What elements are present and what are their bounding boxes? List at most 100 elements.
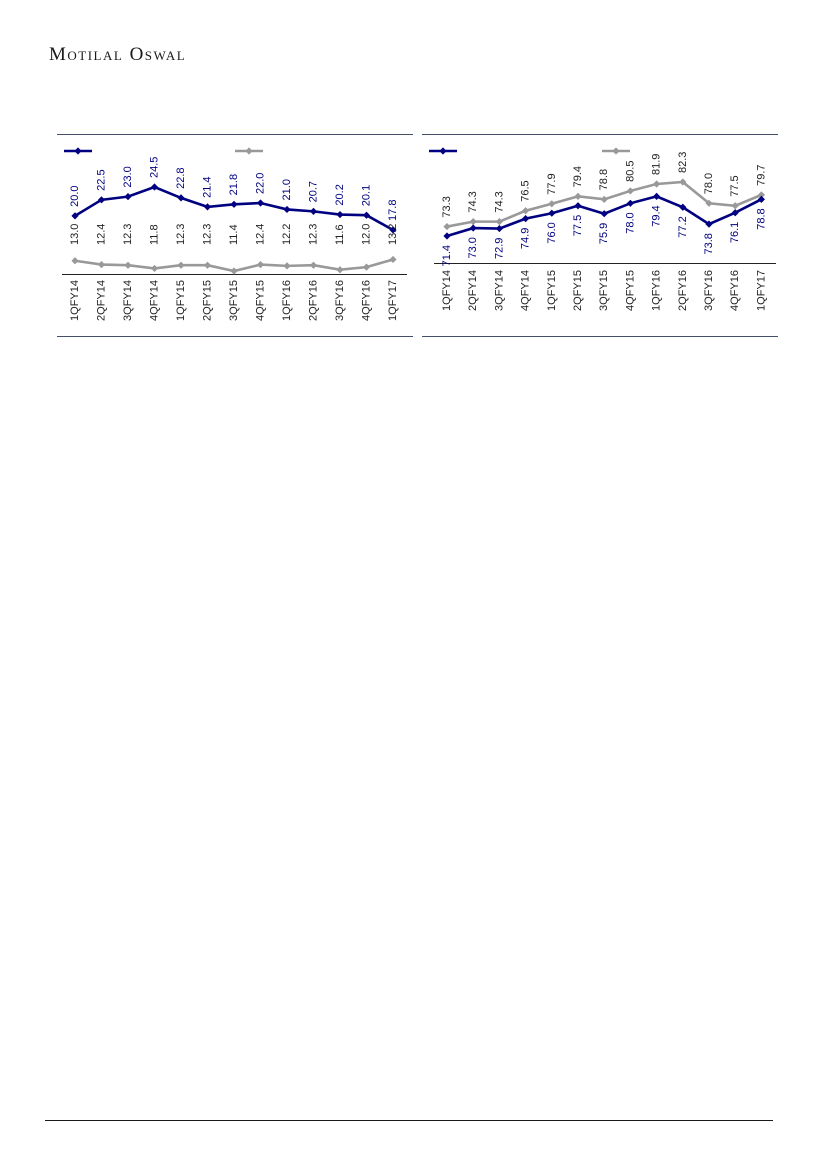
series-2-data-label: 12.4 (255, 224, 267, 245)
series-1-point (256, 199, 265, 207)
brand-logo: Motilal Oswal (49, 44, 187, 65)
series-2-point (150, 264, 159, 273)
series-2-data-label: 81.9 (651, 154, 663, 175)
series-2-point (626, 187, 634, 195)
series-1-point (548, 209, 556, 217)
series-2-point (336, 266, 344, 274)
series-2-point (653, 180, 661, 188)
series-2-data-label: 74.3 (493, 191, 505, 212)
series-1-point (653, 192, 661, 200)
series-1-point (150, 183, 159, 191)
series-1-point (203, 203, 212, 211)
series-1-data-label: 23.0 (122, 166, 134, 187)
series-1-data-label: 73.0 (467, 237, 479, 258)
series-2-data-label: 13.2 (387, 224, 399, 245)
x-tick-label: 2QFY16 (677, 270, 689, 311)
series-1-point (469, 224, 477, 232)
series-1-point (731, 209, 739, 217)
x-tick-label: 4QFY14 (520, 270, 532, 311)
series-2-point (177, 261, 185, 269)
series-2-point (256, 260, 265, 269)
line-chart-right: 1QFY14 2QFY14 3QFY14 4QFY14 1QFY15 2QFY15 3QFY… (422, 134, 778, 337)
series-2-data-label: 11.6 (334, 224, 346, 245)
x-tick-label: 1QFY15 (175, 280, 187, 321)
series-1-point (283, 205, 291, 214)
legend-series-2 (235, 147, 263, 155)
series-2-data-label: 80.5 (624, 160, 636, 181)
x-tick-label: 2QFY15 (572, 270, 584, 311)
x-tick-label: 1QFY15 (546, 270, 558, 311)
series-2-point (389, 255, 397, 264)
chart-panel-right: 1QFY14 2QFY14 3QFY14 4QFY14 1QFY15 2QFY15 3QFY… (422, 134, 778, 338)
series-1-data-label: 74.9 (520, 228, 532, 249)
series-2-point (574, 192, 582, 200)
series-2-data-label: 11.8 (149, 224, 161, 245)
series-1-data-label: 24.5 (149, 157, 161, 178)
series-1-data-label: 77.2 (677, 216, 689, 237)
series-1-data-label: 71.4 (441, 245, 453, 266)
x-tick-label: 4QFY16 (361, 280, 373, 321)
series-1-data-label: 22.5 (96, 169, 108, 190)
series-1-data-label: 78.8 (755, 208, 767, 229)
x-tick-label: 1QFY14 (441, 270, 453, 311)
series-2-data-label: 12.3 (202, 224, 214, 245)
series-2-data-label: 12.4 (96, 224, 108, 245)
series-1-point (309, 207, 318, 215)
series-2-data-label: 12.0 (361, 224, 373, 245)
series-2-data-label: 73.3 (441, 196, 453, 217)
series-2-data-label: 11.4 (228, 224, 240, 245)
series-1-data-label: 21.4 (202, 176, 214, 197)
series-1-data-label: 76.1 (729, 222, 741, 243)
legend-series-1 (429, 147, 457, 155)
series-1-point (495, 224, 503, 233)
series-2-data-label: 74.3 (467, 191, 479, 212)
x-tick-label: 1QFY17 (755, 270, 767, 311)
series-1-point (600, 210, 608, 218)
series-2-data-label: 76.5 (520, 180, 532, 201)
series-2-data-label: 12.2 (281, 224, 293, 245)
series-1-point (574, 202, 582, 210)
series-1-data-label: 20.1 (361, 185, 373, 206)
series-2-data-label: 77.9 (546, 173, 558, 194)
series-2-data-label: 12.3 (175, 224, 187, 245)
series-2-data-label: 13.0 (69, 224, 81, 245)
series-1-point (522, 215, 530, 223)
series-1-data-label: 22.0 (255, 173, 267, 194)
x-tick-label: 3QFY14 (122, 280, 134, 321)
series-1-data-label: 75.9 (598, 223, 610, 244)
legend-series-2 (602, 147, 630, 155)
x-tick-label: 4QFY14 (149, 280, 161, 321)
line-chart-left: 1QFY14 2QFY14 3QFY14 4QFY14 1QFY15 2QFY15 3QFY… (57, 134, 413, 337)
series-2-point (469, 218, 477, 226)
x-tick-label: 4QFY15 (255, 280, 267, 321)
series-2-point (679, 178, 687, 186)
series-2-data-label: 82.3 (677, 152, 689, 173)
series-1-point (362, 211, 371, 219)
series-1-data-label: 17.8 (387, 200, 399, 221)
series-1-data-label: 21.8 (228, 174, 240, 195)
series-1-point (336, 210, 344, 219)
series-1-point (389, 226, 397, 234)
series-2-point (600, 195, 608, 203)
chart-panel-left: 1QFY14 2QFY14 3QFY14 4QFY14 1QFY15 2QFY15 3QFY… (57, 134, 413, 338)
series-2-point (443, 222, 451, 231)
series-1-point (757, 195, 765, 203)
series-2-data-label: 12.3 (308, 224, 320, 245)
series-2-point (495, 218, 503, 226)
series-2-data-label: 12.3 (122, 224, 134, 245)
series-2-point (124, 261, 132, 269)
x-tick-label: 3QFY15 (598, 270, 610, 311)
series-2-point (705, 199, 713, 207)
series-1-data-label: 20.2 (334, 184, 346, 205)
series-2-point (230, 267, 238, 275)
series-2-data-label: 79.7 (755, 164, 767, 185)
series-1-data-label: 76.0 (546, 222, 558, 243)
series-2-point (522, 207, 530, 215)
series-2-data-label: 78.0 (703, 173, 715, 194)
x-tick-label: 2QFY15 (202, 280, 214, 321)
series-2-point (757, 191, 765, 199)
x-tick-label: 1QFY14 (69, 280, 81, 321)
series-1-data-label: 20.7 (308, 181, 320, 202)
series-1-point (443, 232, 451, 240)
x-tick-label: 2QFY14 (96, 280, 108, 321)
